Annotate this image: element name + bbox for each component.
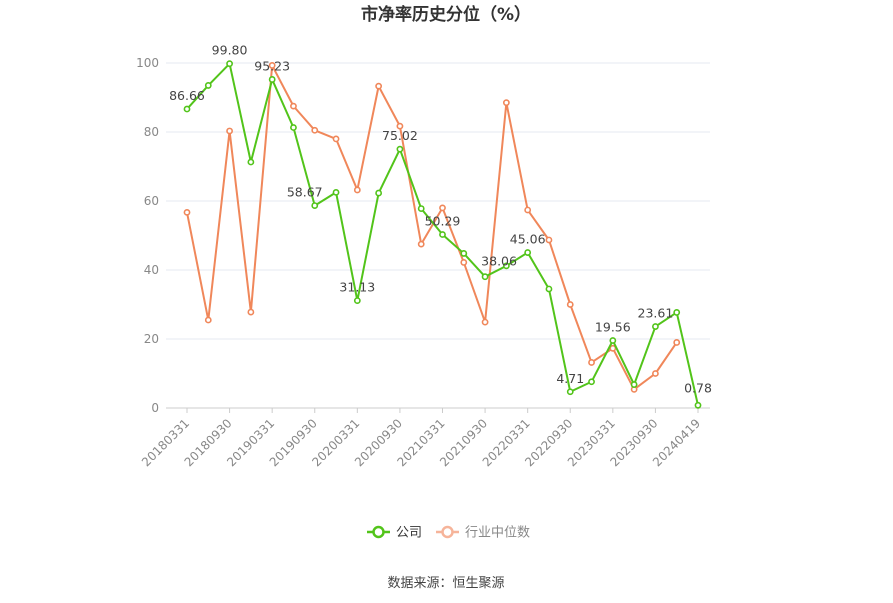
y-tick-label: 20 — [144, 332, 159, 346]
data-point-industry-median[interactable] — [566, 301, 574, 308]
data-point-company[interactable] — [502, 262, 510, 270]
data-point-company[interactable] — [290, 124, 297, 131]
legend[interactable]: 公司 行业中位数 — [367, 526, 530, 541]
data-label: 4.71 — [556, 371, 584, 386]
data-point-company[interactable] — [694, 401, 702, 409]
data-point-industry-median[interactable] — [226, 127, 233, 135]
x-axis: 2018033120180930201903312019093020200331… — [139, 408, 703, 469]
data-point-industry-median[interactable] — [481, 318, 489, 326]
data-point-industry-median[interactable] — [673, 339, 681, 346]
data-point-company[interactable] — [481, 273, 489, 281]
data-point-industry-median[interactable] — [375, 82, 383, 90]
series-group — [183, 60, 702, 409]
series-line-industry-median — [186, 64, 678, 391]
data-label: 50.29 — [425, 213, 461, 228]
data-label: 0.78 — [684, 380, 712, 395]
data-point-industry-median[interactable] — [545, 236, 553, 244]
data-point-industry-median[interactable] — [460, 259, 468, 266]
legend-marker-company — [372, 525, 385, 539]
data-label: 95.23 — [254, 58, 290, 73]
data-point-industry-median[interactable] — [502, 99, 510, 107]
data-label: 19.56 — [595, 320, 631, 335]
data-point-industry-median[interactable] — [353, 186, 361, 194]
data-label: 45.06 — [510, 232, 546, 247]
data-point-industry-median[interactable] — [290, 102, 297, 110]
data-point-company[interactable] — [353, 297, 361, 305]
data-point-company[interactable] — [652, 323, 659, 330]
grid-lines — [166, 62, 710, 409]
data-point-company[interactable] — [439, 231, 446, 238]
data-point-industry-median[interactable] — [204, 316, 212, 324]
data-point-company[interactable] — [588, 378, 595, 386]
y-tick-label: 80 — [144, 125, 159, 139]
data-point-company[interactable] — [609, 337, 617, 344]
data-point-company[interactable] — [417, 205, 425, 212]
data-point-industry-median[interactable] — [396, 122, 404, 130]
data-point-industry-median[interactable] — [524, 206, 532, 214]
data-point-industry-median[interactable] — [183, 208, 191, 216]
data-point-company[interactable] — [204, 82, 212, 89]
data-point-industry-median[interactable] — [332, 135, 340, 143]
data-label: 75.02 — [382, 128, 418, 143]
data-point-company[interactable] — [311, 202, 319, 209]
data-label: 38.06 — [481, 254, 517, 269]
legend-label-company: 公司 — [396, 526, 422, 541]
data-point-industry-median[interactable] — [268, 62, 276, 69]
data-label: 23.61 — [638, 306, 674, 321]
data-point-company[interactable] — [566, 388, 574, 396]
chart-title: 市净率历史分位（%） — [361, 4, 531, 25]
data-point-industry-median[interactable] — [311, 126, 319, 134]
y-tick-label: 60 — [144, 194, 159, 208]
data-point-company[interactable] — [630, 381, 638, 388]
legend-item-company[interactable]: 公司 — [367, 526, 422, 541]
legend-label-industry-median: 行业中位数 — [465, 526, 530, 541]
data-point-industry-median[interactable] — [417, 240, 425, 248]
data-point-industry-median[interactable] — [652, 370, 659, 377]
data-label: 86.66 — [169, 88, 205, 103]
data-point-company[interactable] — [460, 250, 468, 257]
data-point-industry-median[interactable] — [588, 359, 595, 366]
data-point-company[interactable] — [673, 309, 681, 316]
legend-marker-industry-median — [441, 525, 454, 539]
data-label: 31.13 — [339, 280, 375, 295]
data-point-company[interactable] — [545, 285, 553, 293]
data-point-company[interactable] — [226, 60, 233, 68]
data-point-industry-median[interactable] — [247, 308, 255, 316]
data-label: 58.67 — [287, 185, 323, 200]
y-axis: 0 20 40 60 80 100 — [136, 56, 159, 415]
legend-item-industry-median[interactable]: 行业中位数 — [436, 526, 530, 541]
y-tick-label: 100 — [136, 56, 159, 70]
data-label: 99.80 — [212, 43, 248, 58]
data-point-company[interactable] — [247, 158, 255, 166]
data-point-company[interactable] — [332, 188, 340, 196]
data-point-industry-median[interactable] — [439, 204, 446, 212]
y-tick-label: 0 — [151, 401, 159, 415]
data-point-company[interactable] — [524, 249, 532, 256]
data-point-company[interactable] — [268, 76, 276, 83]
data-point-company[interactable] — [375, 189, 383, 197]
data-point-company[interactable] — [396, 145, 404, 153]
data-labels: 86.66 99.80 95.23 58.67 31.13 75.02 50.29 38.06… — [169, 43, 712, 396]
data-source-note: 数据来源：恒生聚源 — [387, 576, 504, 591]
data-point-company[interactable] — [183, 105, 191, 113]
y-tick-label: 40 — [144, 263, 159, 277]
data-point-industry-median[interactable] — [609, 344, 617, 352]
